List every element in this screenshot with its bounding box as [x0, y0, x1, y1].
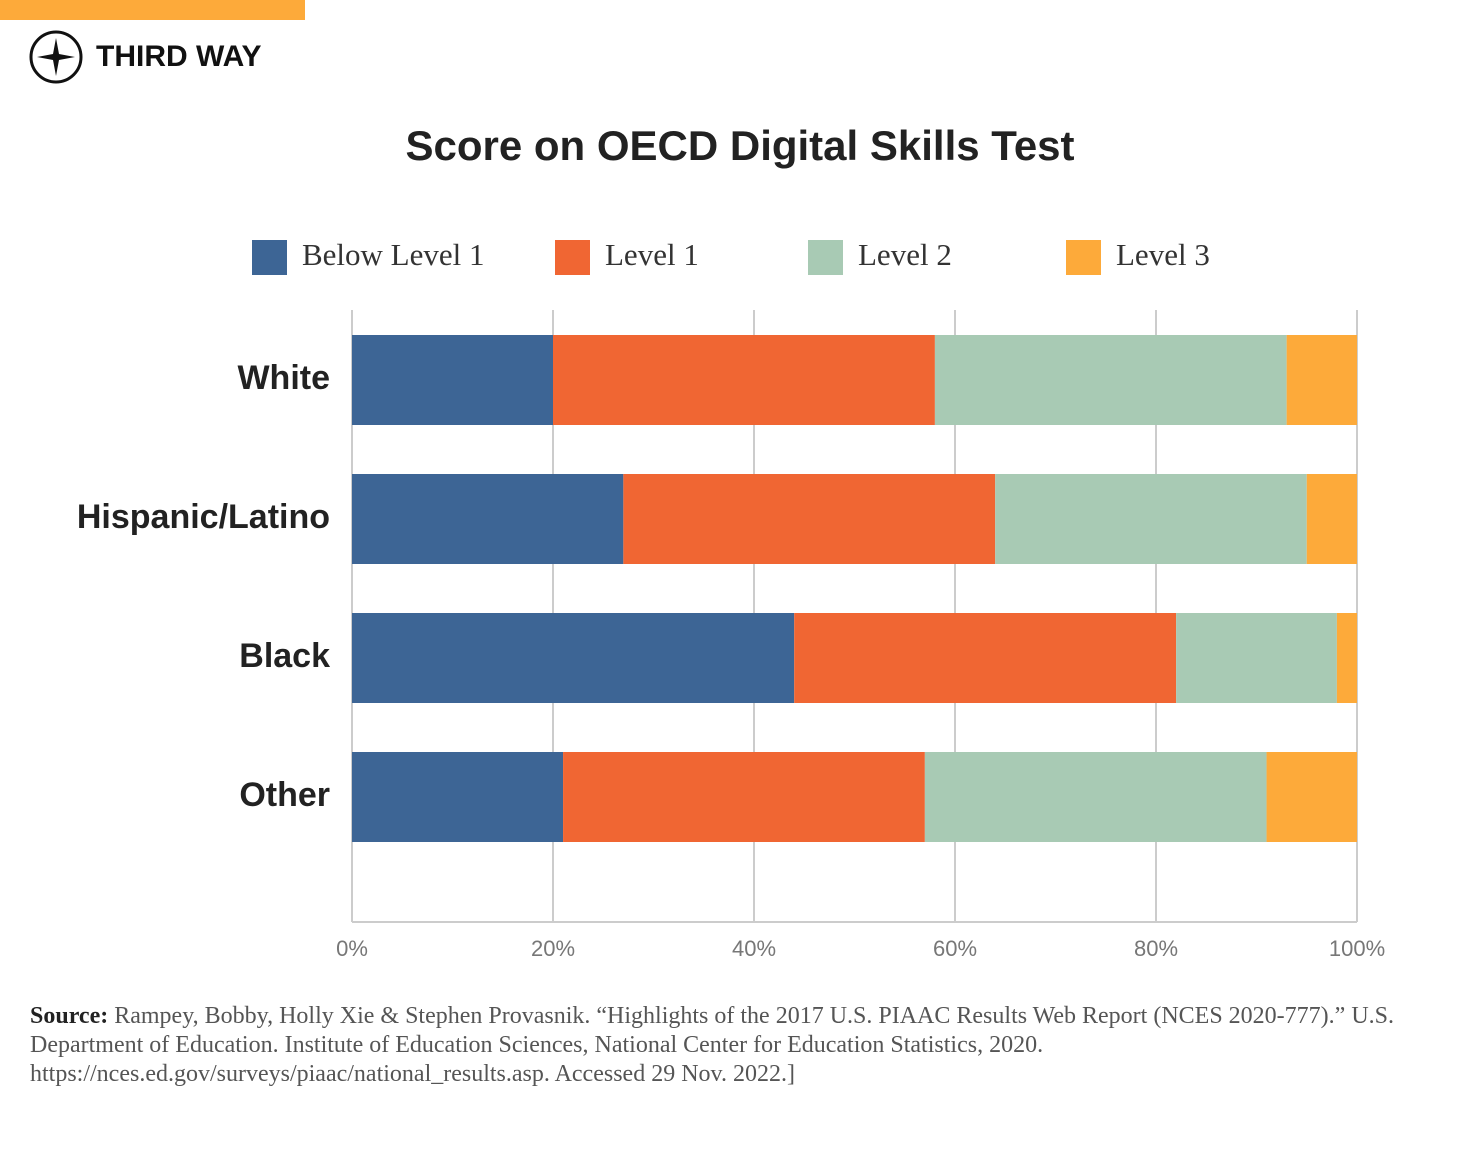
legend-label: Below Level 1 [302, 237, 485, 272]
logo [29, 30, 83, 84]
bar-segment [794, 613, 1177, 703]
y-tick-label: Hispanic/Latino [77, 498, 330, 536]
bar-segment [1306, 474, 1357, 564]
bar-segment [934, 335, 1287, 425]
legend-swatch [252, 240, 287, 275]
source: Source: Rampey, Bobby, Holly Xie & Steph… [30, 1002, 1430, 1089]
legend-label: Level 3 [1116, 237, 1210, 272]
bar-segment [995, 474, 1307, 564]
y-tick-label: Black [239, 637, 330, 675]
legend-label: Level 1 [605, 237, 699, 272]
bar-segment [352, 613, 795, 703]
x-tick-label: 60% [933, 936, 977, 961]
x-tick-label: 100% [1329, 936, 1385, 961]
legend-swatch [1066, 240, 1101, 275]
top-accent [0, 0, 305, 20]
y-tick-label: Other [239, 776, 330, 814]
legend-swatch [808, 240, 843, 275]
legend-label: Level 2 [858, 237, 952, 272]
bar-segment [352, 474, 624, 564]
chart-title: Score on OECD Digital Skills Test [405, 122, 1074, 169]
bar-segment [924, 752, 1267, 842]
brand: THIRD WAY [96, 40, 262, 73]
y-tick-label: White [237, 359, 330, 397]
legend-swatch [555, 240, 590, 275]
source-label: Source: [30, 1003, 109, 1029]
x-tick-label: 40% [732, 936, 776, 961]
bar-segment [352, 335, 553, 425]
bar-segment [623, 474, 996, 564]
bar-segment [352, 752, 564, 842]
bar-segment [1286, 335, 1357, 425]
bar-segment [1176, 613, 1337, 703]
bar-segment [1266, 752, 1357, 842]
bar-segment [553, 335, 935, 425]
bar-segment [563, 752, 925, 842]
x-tick-label: 80% [1134, 936, 1178, 961]
source-text: Rampey, Bobby, Holly Xie & Stephen Prova… [30, 1003, 1394, 1087]
x-tick-label: 0% [336, 936, 368, 961]
x-tick-label: 20% [531, 936, 575, 961]
bar-segment [1336, 613, 1357, 703]
